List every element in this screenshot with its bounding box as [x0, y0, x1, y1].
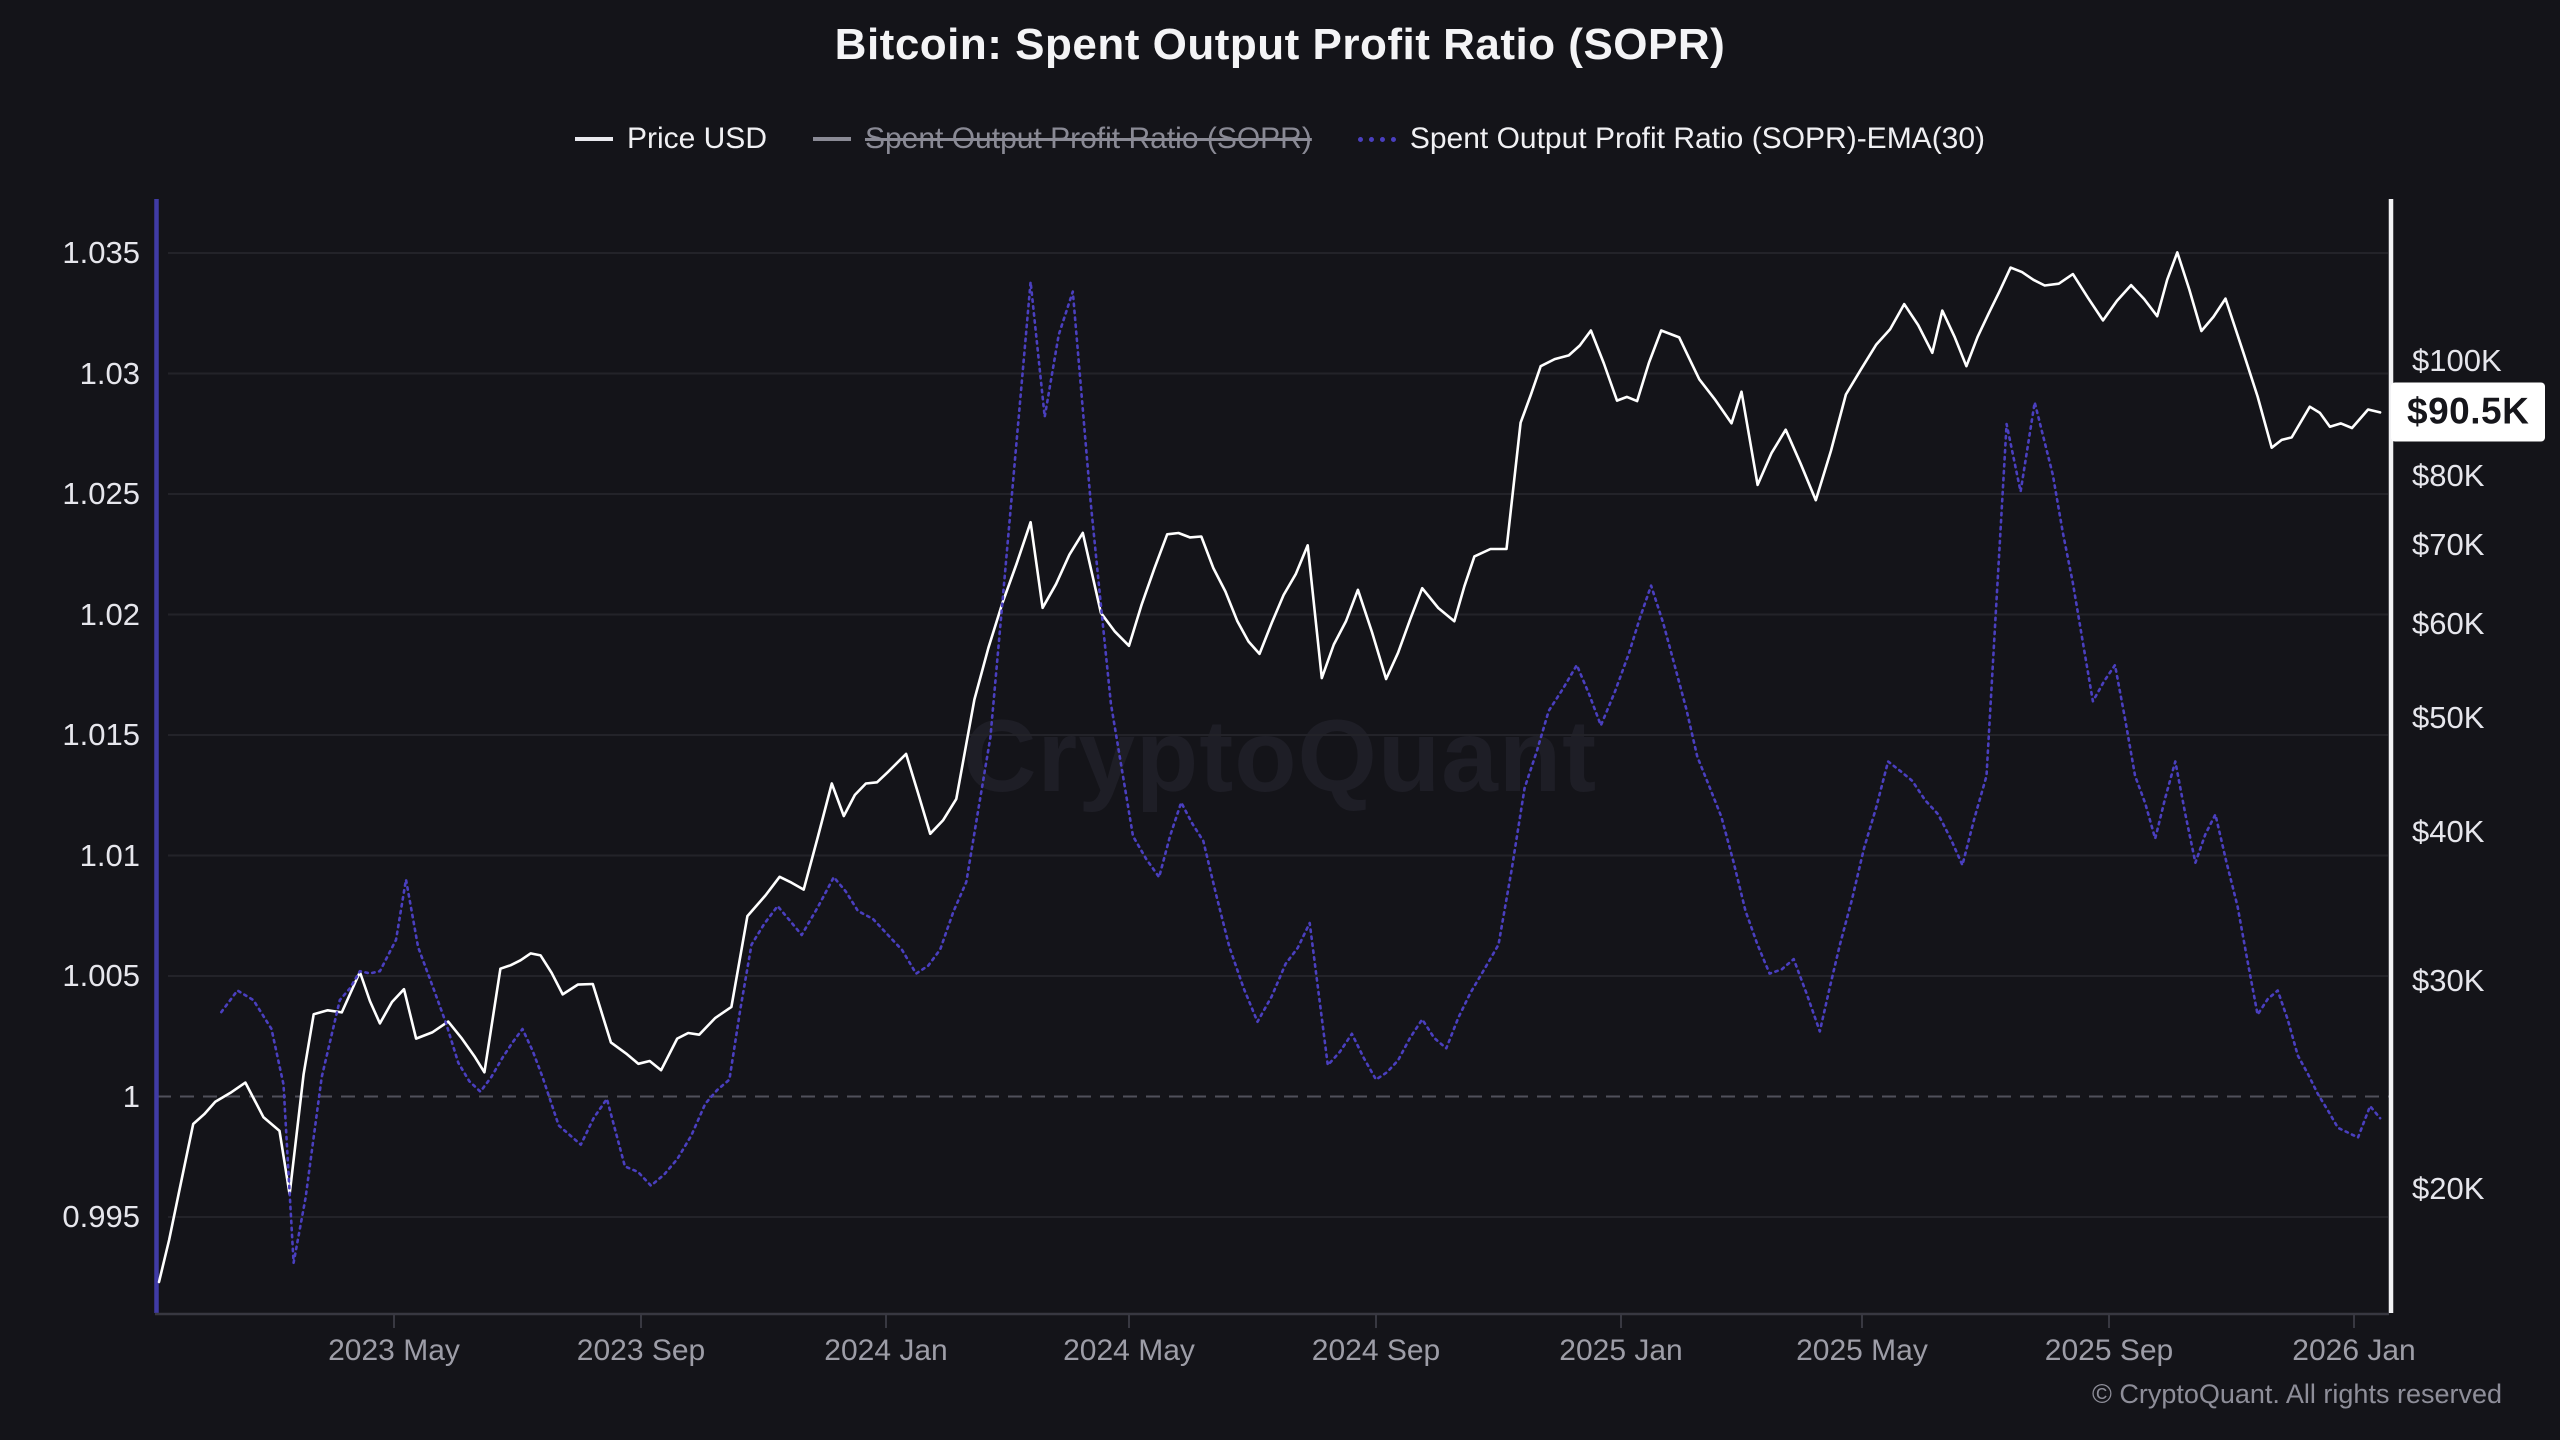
legend: Price USD Spent Output Profit Ratio (SOP… [0, 122, 2560, 156]
x-axis-tick-label: 2024 May [1063, 1334, 1195, 1367]
price-usd-line [157, 251, 2382, 1284]
right-axis-tick-label: $100K [2412, 343, 2502, 378]
line-icon [812, 137, 851, 141]
left-axis-tick-label: 1.035 [62, 235, 140, 270]
chart-title: Bitcoin: Spent Output Profit Ratio (SOPR… [834, 20, 1726, 69]
left-axis-tick-label: 1.02 [79, 596, 140, 632]
left-axis-tick-label: 1.005 [62, 958, 140, 993]
legend-label: Spent Output Profit Ratio (SOPR) [864, 122, 1312, 155]
gridlines [157, 252, 2389, 1218]
right-axis-tick-label: $30K [2412, 962, 2485, 998]
x-axis-tick-label: 2025 May [1796, 1334, 1928, 1367]
right-axis-tick-label: $20K [2412, 1171, 2485, 1207]
legend-item-price-usd[interactable]: Price USD [574, 122, 767, 156]
left-axis-tick-label: 0.995 [62, 1199, 140, 1234]
copyright-text: © CryptoQuant. All rights reserved [2091, 1379, 2502, 1409]
right-axis-tick-label: $80K [2412, 457, 2485, 493]
right-axis-tick-label: $40K [2412, 814, 2485, 850]
x-axis-tick-label: 2024 Sep [1311, 1334, 1441, 1367]
legend-label: Price USD [626, 122, 767, 155]
axis-lines [154, 199, 2394, 1328]
sopr-ema30-line [220, 280, 2382, 1265]
legend-item-sopr-ema30[interactable]: Spent Output Profit Ratio (SOPR)-EMA(30) [1357, 122, 1986, 156]
x-axis-tick-label: 2023 May [328, 1334, 460, 1367]
x-axis-tick-label: 2024 Jan [824, 1334, 948, 1367]
right-axis-tick-label: $70K [2412, 526, 2485, 562]
x-axis-tick-label: 2025 Jan [1559, 1334, 1683, 1367]
left-axis-tick-label: 1.01 [79, 837, 140, 873]
x-axis-tick-label: 2023 Sep [576, 1334, 706, 1367]
right-axis-tick-label: $50K [2412, 699, 2485, 735]
legend-item-sopr[interactable]: Spent Output Profit Ratio (SOPR) [812, 122, 1312, 156]
current-price-badge: $90.5K [2391, 382, 2546, 442]
left-axis-tick-label: 1.015 [62, 717, 140, 752]
line-icon [574, 137, 613, 141]
x-axis-tick-label: 2025 Sep [2044, 1334, 2174, 1367]
left-axis-tick-label: 1 [122, 1078, 140, 1114]
left-axis-tick-label: 1.025 [62, 476, 140, 511]
legend-label: Spent Output Profit Ratio (SOPR)-EMA(30) [1409, 122, 1986, 155]
left-axis-tick-label: 1.03 [79, 355, 140, 391]
x-axis-tick-label: 2026 Jan [2292, 1334, 2416, 1367]
dotted-line-icon [1357, 136, 1396, 142]
right-axis-tick-label: $60K [2412, 605, 2485, 641]
